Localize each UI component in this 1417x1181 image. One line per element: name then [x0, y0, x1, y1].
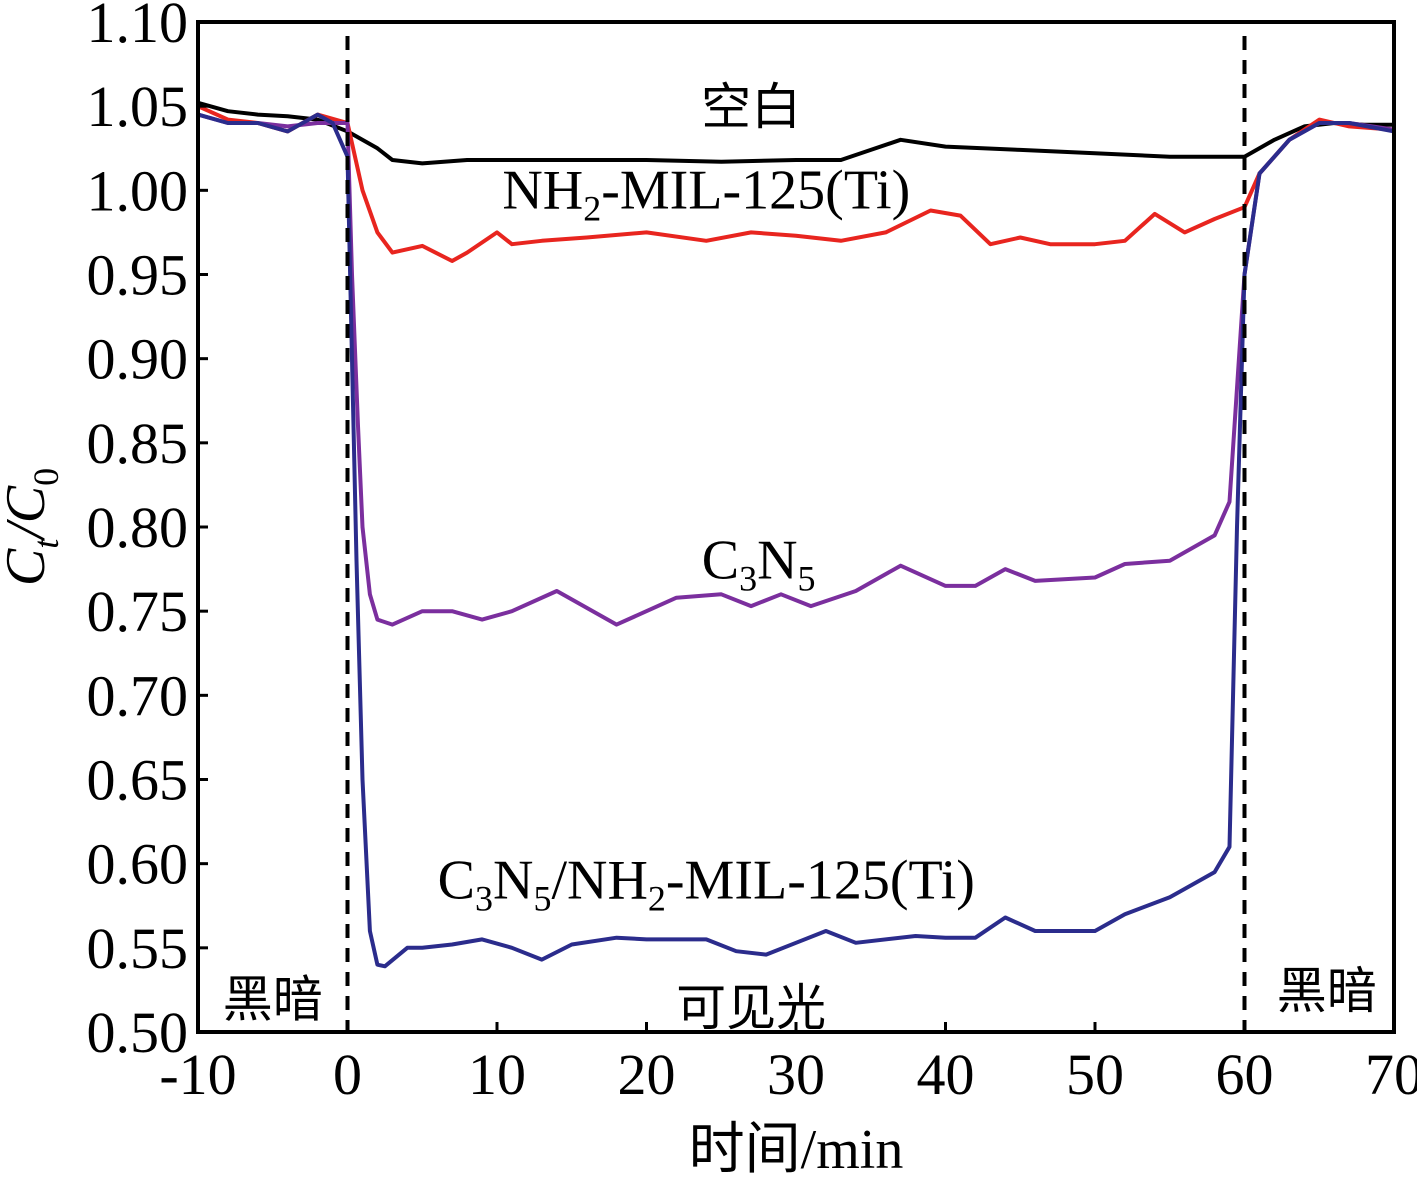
series-layer [198, 100, 1394, 969]
x-axis-title: 时间/min [689, 1119, 904, 1181]
series-label-nh2: NH2-MIL-125(Ti) [502, 159, 910, 228]
x-tick-label: 0 [333, 1042, 362, 1107]
y-title-sub2: 0 [26, 468, 66, 486]
x-tick-label: 40 [917, 1042, 975, 1107]
series-line-c3n5 [198, 112, 1394, 627]
c3n5-label-rest: N [757, 530, 797, 592]
comp-label-a: C [438, 850, 475, 912]
comp-label-sub-c: 2 [648, 879, 666, 919]
y-title-main: C [0, 548, 57, 586]
x-tick-label: 50 [1066, 1042, 1124, 1107]
x-axis: -10 0 10 20 30 40 50 60 70 [159, 1022, 1417, 1107]
nh2-label-main: NH [502, 159, 583, 221]
x-tick-label: 60 [1216, 1042, 1274, 1107]
series-label-composite: C3N5/NH2-MIL-125(Ti) [438, 850, 975, 919]
y-tick-label: 0.75 [87, 579, 189, 644]
x-tick-label: 30 [767, 1042, 825, 1107]
comp-label-c: /NH [551, 850, 647, 912]
region-label-light: 可见光 [676, 979, 826, 1037]
c3n5-label-sub2: 5 [798, 559, 816, 599]
y-tick-label: 0.80 [87, 495, 189, 560]
series-label-blank: 空白 [701, 78, 801, 136]
y-tick-label: 0.90 [87, 327, 189, 392]
region-label-dark-left: 黑暗 [223, 970, 323, 1028]
x-tick-label: 70 [1365, 1042, 1417, 1107]
y-tick-label: 0.95 [87, 243, 189, 308]
y-axis: 0.50 0.55 0.60 0.65 0.70 0.75 0.80 0.85 0.90 0.95… [87, 0, 208, 1065]
series-line-nh2 [198, 104, 1394, 263]
c3n5-label-main: C [702, 530, 739, 592]
region-label-dark-right: 黑暗 [1277, 962, 1377, 1020]
y-tick-label: 1.05 [87, 74, 189, 139]
y-title-mid: /C [0, 485, 57, 542]
y-tick-label: 0.85 [87, 411, 189, 476]
comp-label-b: N [493, 850, 533, 912]
c3n5-label-sub: 3 [739, 559, 757, 599]
y-tick-label: 1.00 [87, 158, 189, 223]
y-title-sub1: t [26, 538, 66, 549]
x-tick-label: -10 [159, 1042, 236, 1107]
x-tick-label: 20 [618, 1042, 676, 1107]
comp-label-d: -MIL-125(Ti) [666, 850, 975, 912]
nh2-label-rest: -MIL-125(Ti) [601, 159, 910, 221]
y-tick-label: 0.60 [87, 832, 189, 897]
y-axis-title: Ct/C0 [0, 468, 66, 586]
nh2-label-sub: 2 [583, 188, 601, 228]
series-line-composite [198, 112, 1394, 969]
x-tick-label: 10 [468, 1042, 526, 1107]
y-tick-label: 0.55 [87, 916, 189, 981]
y-tick-label: 0.70 [87, 663, 189, 728]
comp-label-sub-b: 5 [533, 879, 551, 919]
y-tick-label: 0.50 [87, 1000, 189, 1065]
y-tick-label: 1.10 [87, 0, 189, 55]
y-tick-label: 0.65 [87, 748, 189, 813]
comp-label-sub-a: 3 [475, 879, 493, 919]
series-label-c3n5: C3N5 [702, 530, 816, 599]
